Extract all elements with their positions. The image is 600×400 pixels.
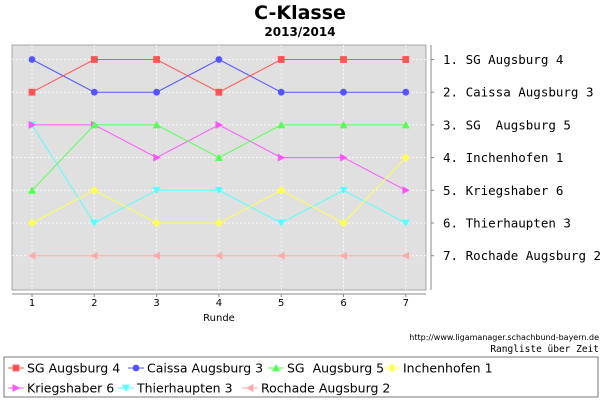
axes: 1 2 3 4 5 6 7: [12, 45, 434, 309]
x-tick-label-1: 1: [29, 298, 35, 309]
series-3-point-4: [214, 153, 223, 161]
legend-label-4: Inchenhofen 1: [403, 361, 493, 376]
series-4-point-5: [277, 186, 286, 195]
series-3-point-7: [401, 120, 410, 129]
series-6-point-5: [277, 219, 286, 227]
legend-label-1: SG Augsburg 4: [27, 361, 120, 376]
legend-item-2: Caissa Augsburg 3: [128, 361, 263, 376]
legend-marker-4: [387, 363, 397, 373]
legend-label-7: Rochade Augsburg 2: [261, 381, 390, 396]
series-3-point-3: [152, 120, 161, 129]
legend-item-3: SG Augsburg 5: [268, 361, 384, 376]
series-6-point-2: [90, 219, 99, 227]
legend-label-5: Kriegshaber 6: [27, 381, 114, 396]
series-2-point-4: [215, 56, 223, 63]
series-5-point-7: [402, 186, 410, 195]
series-3-point-2: [90, 120, 99, 129]
x-tick-label-5: 5: [278, 298, 284, 309]
chart-subtitle: 2013/2014: [264, 25, 335, 39]
x-tick-label-2: 2: [91, 298, 97, 309]
series-7-point-1: [28, 251, 36, 260]
series-1-point-1: [28, 88, 36, 96]
series-2: [28, 56, 410, 96]
series-layer: [27, 56, 410, 260]
series-7-point-5: [277, 251, 285, 260]
series-5-point-5: [277, 153, 286, 162]
legend-label-2: Caissa Augsburg 3: [147, 361, 263, 376]
series-7-point-7: [401, 251, 410, 260]
series-6-point-7: [401, 219, 410, 227]
series-2-point-7: [402, 88, 410, 96]
series-6-point-4: [214, 186, 223, 195]
rank-label-2: 2. Caissa Augsburg 3: [443, 85, 594, 100]
series-7-point-4: [214, 251, 223, 260]
legend-label-6: Thierhaupten 3: [136, 381, 233, 396]
series-1-point-5: [277, 56, 285, 63]
legend-item-4: Inchenhofen 1: [384, 361, 493, 376]
series-2-point-1: [28, 56, 36, 63]
series-3-point-6: [339, 120, 348, 129]
series-4-point-3: [152, 218, 161, 228]
legend-item-5: Kriegshaber 6: [8, 381, 114, 396]
legend-item-1: SG Augsburg 4: [8, 361, 120, 376]
series-2-point-3: [153, 88, 161, 96]
legend-marker-6: [122, 384, 130, 392]
series-4-point-1: [27, 218, 37, 228]
series-1-point-4: [215, 88, 223, 96]
series-5-point-6: [340, 153, 348, 162]
source-url[interactable]: http://www.ligamanager.schachbund-bayern…: [409, 333, 599, 342]
rank-label-6: 6. Thierhaupten 3: [443, 216, 571, 231]
series-1-point-3: [153, 56, 160, 63]
series-1-point-2: [90, 56, 98, 63]
series-2-point-6: [340, 88, 347, 96]
x-tick-label-7: 7: [403, 298, 409, 309]
rank-label-4: 4. Inchenhofen 1: [443, 150, 563, 165]
series-4-point-2: [90, 186, 99, 195]
series-6-point-3: [152, 186, 161, 195]
legend-marker-3: [272, 364, 280, 372]
series-3-point-5: [277, 120, 286, 129]
legend-marker-2: [132, 364, 140, 372]
series-4-point-6: [339, 218, 348, 228]
chart-caption: Rangliste über Zeit: [490, 344, 599, 355]
legend-label-3: SG Augsburg 5: [287, 361, 384, 376]
series-3-point-1: [28, 186, 36, 194]
series-5-point-4: [215, 120, 223, 129]
legend-item-7: Rochade Augsburg 2: [242, 381, 390, 396]
x-tick-label-3: 3: [153, 298, 159, 309]
rank-label-5: 5. Kriegshaber 6: [443, 183, 563, 198]
series-1-point-7: [402, 56, 410, 63]
legend-box: [3, 356, 599, 398]
x-tick-label-6: 6: [340, 298, 346, 309]
rank-label-1: 1. SG Augsburg 4: [443, 52, 563, 67]
legend-marker-1: [12, 364, 20, 372]
rank-label-7: 7. Rochade Augsburg 2: [443, 248, 600, 263]
series-4: [27, 153, 410, 228]
series-2-point-5: [277, 88, 285, 96]
legend-marker-5: [12, 384, 20, 392]
rank-labels: 1. SG Augsburg 4 2. Caissa Augsburg 3 3. S…: [443, 52, 600, 263]
x-axis-label: Runde: [203, 313, 235, 324]
series-6-point-6: [339, 186, 348, 195]
legend-item-6: Thierhaupten 3: [118, 381, 233, 396]
series-5-point-3: [153, 153, 161, 162]
x-tick-label-4: 4: [216, 298, 222, 309]
series-1-point-6: [340, 56, 347, 63]
series-7-point-2: [90, 251, 98, 260]
series-7-point-6: [339, 251, 347, 260]
series-7: [28, 251, 410, 260]
series-3: [28, 120, 410, 194]
series-7-point-3: [152, 251, 160, 260]
series-2-point-2: [90, 88, 98, 96]
legend-marker-7: [246, 384, 254, 392]
series-4-point-7: [401, 153, 410, 162]
chart-title: C-Klasse: [254, 2, 346, 24]
rank-label-3: 3. SG Augsburg 5: [443, 117, 571, 132]
legend: SG Augsburg 4 Caissa Augsburg 3 SG Augsbur…: [8, 361, 493, 396]
series-1: [28, 56, 410, 96]
series-5-point-1: [28, 120, 36, 129]
series-4-point-4: [214, 218, 224, 228]
